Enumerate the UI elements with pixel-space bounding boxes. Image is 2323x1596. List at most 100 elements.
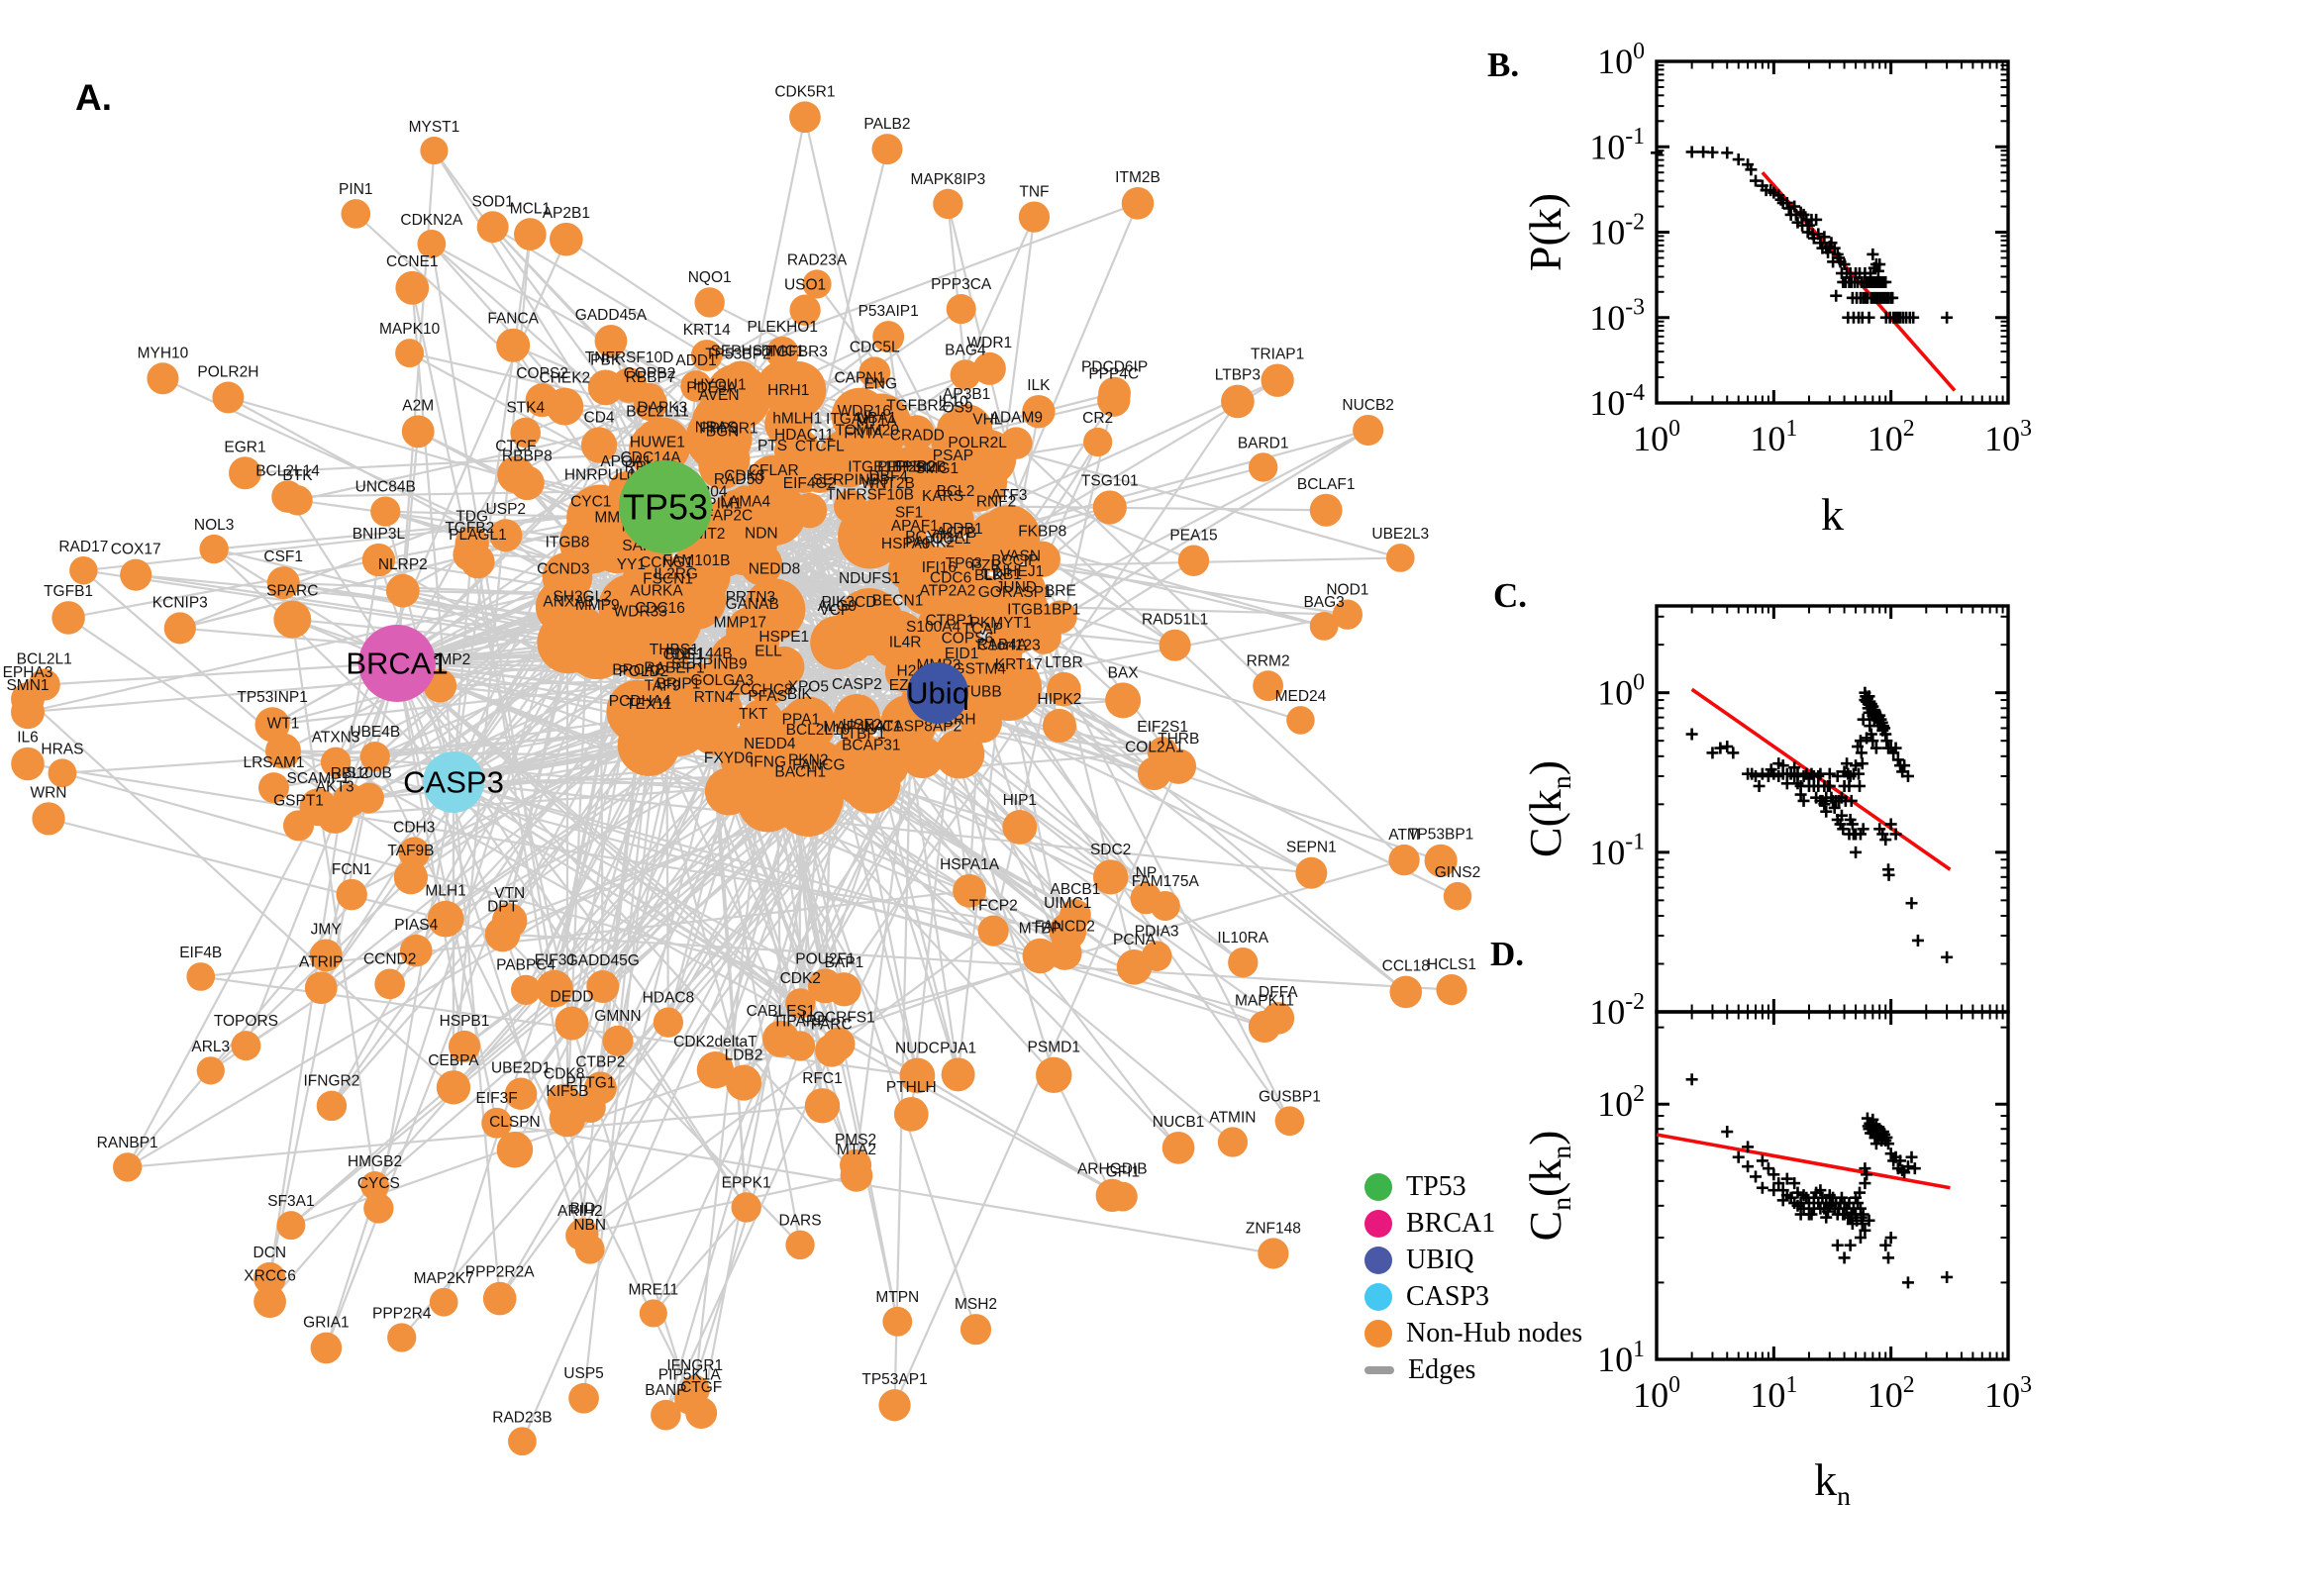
- network-node: [310, 1332, 343, 1364]
- network-node: [685, 1397, 718, 1430]
- network-node: [341, 199, 371, 229]
- network-edge: [688, 1046, 802, 1400]
- panel-label-b: B.: [1487, 46, 1520, 84]
- network-node: [1130, 882, 1162, 915]
- network-node: [899, 1057, 936, 1094]
- network-edge: [82, 569, 351, 802]
- network-node: [804, 1088, 841, 1124]
- network-node-label: USF2: [843, 717, 882, 734]
- network-node: [196, 1056, 225, 1085]
- network-node: [1141, 941, 1172, 972]
- network-node: [633, 382, 665, 415]
- network-node: [791, 492, 828, 529]
- network-edge: [664, 722, 983, 1416]
- network-node: [878, 1389, 911, 1422]
- network-node-label: CTCFL: [795, 438, 845, 454]
- axis-tick-label: 10-3: [1589, 295, 1645, 338]
- network-node: [1217, 1127, 1249, 1157]
- network-node: [831, 387, 888, 446]
- network-node: [762, 1020, 800, 1057]
- network-node: [694, 287, 725, 318]
- network-node: [1436, 974, 1467, 1006]
- network-node: [496, 328, 531, 362]
- network-node: [580, 427, 618, 463]
- network-node: [453, 538, 487, 571]
- network-node: [282, 810, 315, 842]
- network-node-label: CTBP1: [926, 612, 975, 629]
- network-node-label: PLAGL1: [449, 527, 507, 544]
- network-node: [476, 211, 509, 244]
- network-node: [429, 1287, 458, 1317]
- axis-tick-label: 10-1: [1589, 830, 1645, 872]
- edge-line-icon: [1364, 1366, 1394, 1374]
- network-node: [785, 1230, 815, 1260]
- legend-dot-icon: [1364, 1247, 1392, 1274]
- network-node: [953, 873, 987, 908]
- legend-item-ubiq: UBIQ: [1364, 1245, 1582, 1275]
- network-node-label: UIMC1: [1044, 895, 1091, 912]
- network-node-label: CCND2: [363, 951, 416, 968]
- network-edge: [27, 698, 454, 1089]
- network-node: [566, 484, 634, 552]
- network-node: [763, 646, 805, 688]
- network-node: [764, 399, 813, 448]
- legend-label: BRCA1: [1406, 1208, 1496, 1239]
- network-edge: [373, 765, 863, 1187]
- network-node: [1253, 670, 1284, 702]
- network-node: [51, 601, 85, 635]
- network-node: [779, 445, 829, 493]
- network-node: [558, 606, 606, 652]
- axis-tick-label: 100: [1597, 39, 1645, 81]
- network-node: [253, 1261, 286, 1295]
- legend-item-casp3: CASP3: [1364, 1281, 1582, 1312]
- network-node: [1121, 187, 1155, 220]
- axis-tick-label: 100: [1633, 1372, 1680, 1415]
- network-node-label: KARS: [922, 488, 963, 505]
- network-node: [774, 769, 843, 837]
- network-edge: [291, 619, 380, 1209]
- plot-frame: [1655, 1010, 2010, 1361]
- network-node: [398, 837, 431, 869]
- network-node-label: CTBP2: [575, 1053, 625, 1070]
- network-node: [919, 549, 984, 614]
- network-node: [266, 566, 300, 600]
- network-node: [370, 496, 401, 527]
- network-node: [594, 325, 628, 357]
- network-node: [1389, 975, 1423, 1009]
- network-node: [48, 758, 77, 788]
- network-node-label: COPS6: [942, 631, 994, 648]
- network-node: [360, 1171, 389, 1200]
- network-node: [812, 619, 858, 665]
- network-node: [960, 701, 1002, 744]
- network-node: [1092, 859, 1129, 895]
- plot-frame: [1655, 59, 2010, 405]
- network-node: [359, 742, 390, 772]
- legend-item-edges: Edges: [1364, 1354, 1582, 1385]
- network-node-label: MED24: [1275, 688, 1327, 705]
- network-node: [231, 1031, 261, 1061]
- network-node: [276, 1211, 306, 1241]
- network-node-label: ATM: [1388, 827, 1420, 844]
- network-node-label: GSTM4: [954, 660, 1007, 677]
- x-axis-title: kn: [1814, 1454, 1851, 1511]
- network-node: [568, 1382, 599, 1414]
- axis-tick-label: 102: [1868, 1372, 1915, 1415]
- network-node-label: ATMIN: [1209, 1109, 1256, 1126]
- network-node-label: P53AIP1: [858, 303, 919, 320]
- network-node: [1228, 948, 1259, 978]
- network-node: [542, 551, 593, 603]
- network-node-label: SMG1: [915, 460, 959, 477]
- network-node-label: TAF9: [645, 678, 681, 695]
- network-edge: [127, 1104, 823, 1169]
- network-node-label: POLR2H: [197, 363, 258, 380]
- network-node: [11, 747, 45, 781]
- network-node: [602, 1025, 634, 1056]
- network-node: [1258, 1238, 1289, 1269]
- network-node: [120, 558, 152, 591]
- axis-tick-label: 10-1: [1589, 124, 1645, 166]
- chart-B: 100 101 102 103 10-4 10-3 10-2 10-1 100 P(k) k: [1520, 39, 2032, 540]
- chart-C: 10-2 10-1 100 C(kn): [1520, 604, 2010, 1032]
- network-edge: [245, 442, 864, 474]
- network-node: [871, 134, 903, 165]
- network-node: [1147, 737, 1178, 768]
